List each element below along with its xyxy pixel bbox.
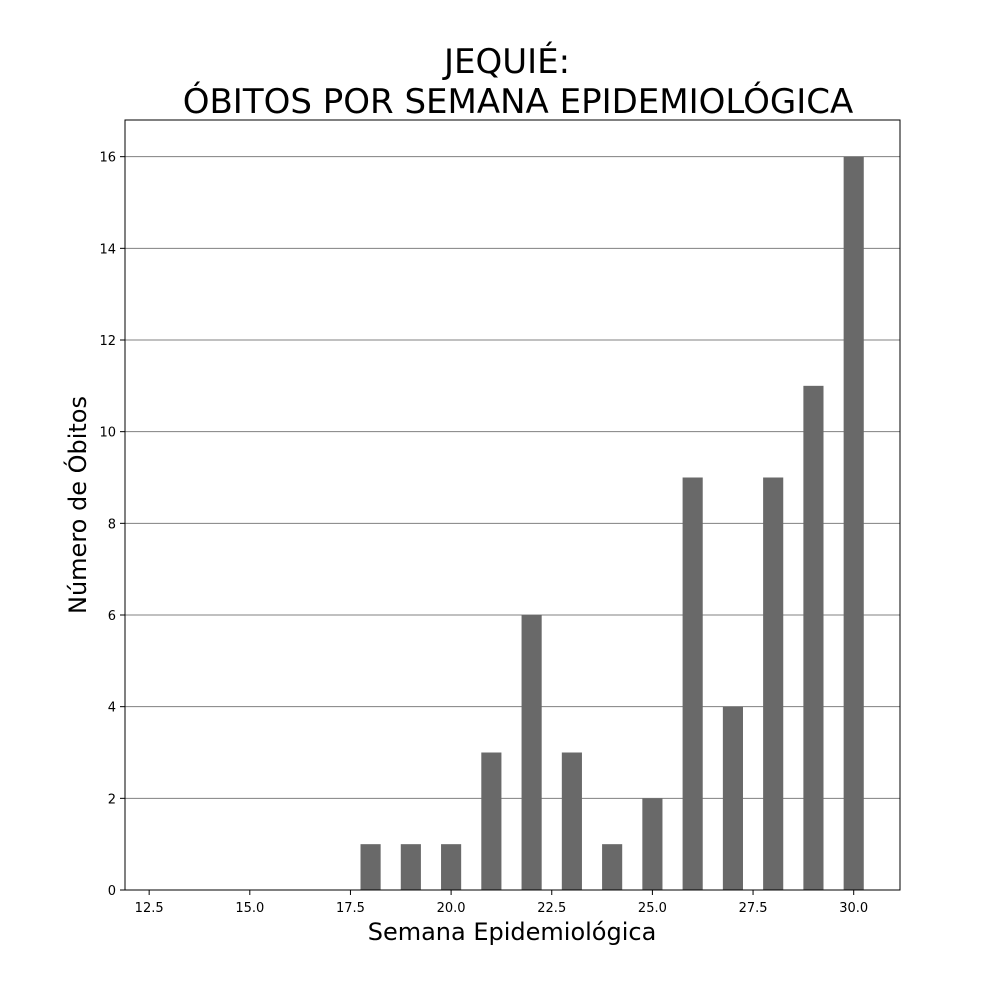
bar xyxy=(521,615,542,890)
y-tick-label: 0 xyxy=(108,884,116,899)
bar xyxy=(722,706,743,890)
x-tick-label: 27.5 xyxy=(739,901,768,916)
x-tick-label: 15.0 xyxy=(235,901,264,916)
x-tick-label: 17.5 xyxy=(336,901,365,916)
bar xyxy=(763,477,784,890)
bar xyxy=(602,844,623,890)
bar xyxy=(642,798,663,890)
bar xyxy=(360,844,381,890)
y-tick-label: 16 xyxy=(99,151,116,166)
y-tick-label: 2 xyxy=(108,792,116,807)
bar xyxy=(481,752,502,890)
bar xyxy=(682,477,703,890)
y-tick-label: 10 xyxy=(99,426,116,441)
plot-frame xyxy=(124,119,901,891)
y-tick-label: 4 xyxy=(108,701,116,716)
y-axis-label: Número de Óbitos xyxy=(62,396,92,614)
x-tick-label: 22.5 xyxy=(537,901,566,916)
bar xyxy=(803,385,824,890)
y-tick-label: 8 xyxy=(108,517,116,532)
x-axis-ticks: 12.5 15.0 17.5 20.0 22.5 25.0 27.5 30.0 xyxy=(135,890,868,916)
bar xyxy=(400,844,421,890)
y-tick-label: 14 xyxy=(99,242,116,257)
y-axis-ticks: 0 2 4 6 8 10 12 14 16 xyxy=(99,151,125,899)
y-tick-label: 12 xyxy=(99,334,116,349)
x-tick-label: 12.5 xyxy=(135,901,164,916)
y-tick-label: 6 xyxy=(108,609,116,624)
chart-title-line2: ÓBITOS POR SEMANA EPIDEMIOLÓGICA xyxy=(183,81,854,122)
x-axis-label: Semana Epidemiológica xyxy=(368,918,657,946)
x-tick-label: 25.0 xyxy=(638,901,667,916)
grid-lines xyxy=(125,156,900,799)
chart-title-line1: JEQUIÉ: xyxy=(442,41,570,82)
bars xyxy=(360,156,864,890)
x-tick-label: 30.0 xyxy=(839,901,868,916)
bar xyxy=(441,844,462,890)
x-tick-label: 20.0 xyxy=(437,901,466,916)
bar xyxy=(561,752,582,890)
bar xyxy=(843,156,864,890)
